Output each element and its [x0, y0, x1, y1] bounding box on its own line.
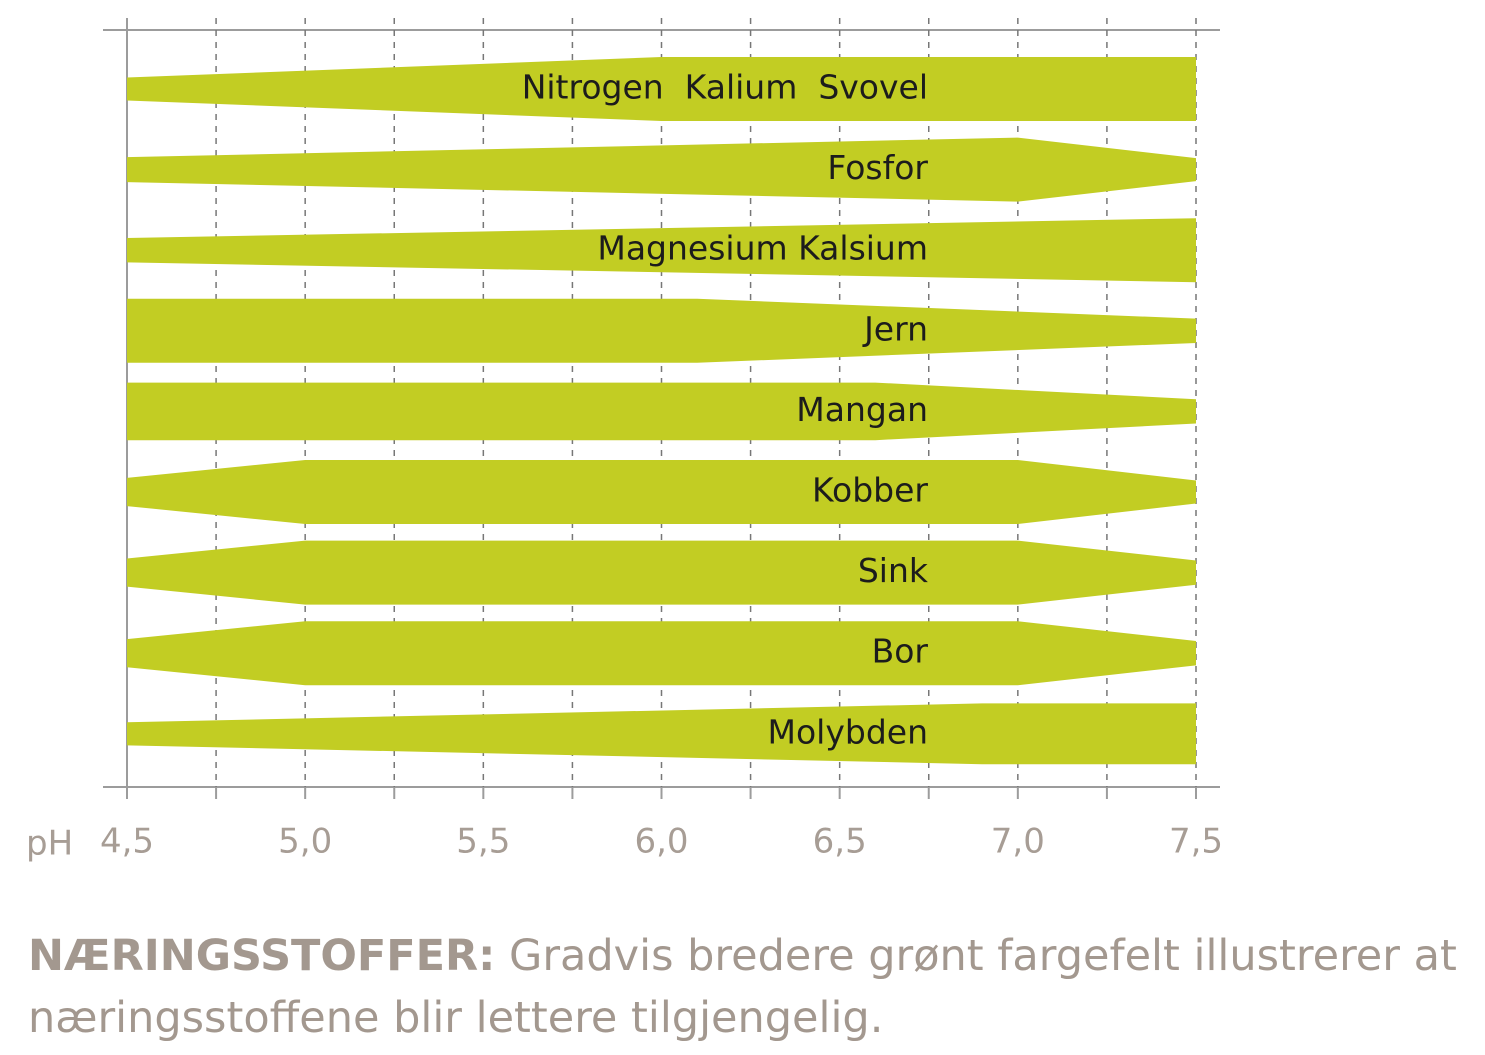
- x-tick-label: 7,0: [991, 822, 1045, 862]
- caption: NÆRINGSSTOFFER: Gradvis bredere grønt fa…: [28, 925, 1457, 1049]
- x-tick-label: 4,5: [100, 822, 154, 862]
- band-label: Jern: [862, 309, 928, 348]
- caption-line: næringsstoffene blir lettere tilgjengeli…: [28, 993, 884, 1043]
- band: [127, 460, 1196, 524]
- band-label: Molybden: [768, 712, 928, 751]
- band: [127, 137, 1196, 202]
- band-label: Mangan: [796, 390, 928, 429]
- x-tick-label: 6,0: [634, 822, 688, 862]
- caption-line: Gradvis bredere grønt fargefelt illustre…: [509, 931, 1457, 981]
- band-label: Sink: [858, 551, 929, 590]
- chart: 4,5 5,0 5,5 6,0 6,5 7,0 7,5 pH Nitrogen Kalium S…: [26, 18, 1223, 864]
- band-label: Fosfor: [827, 148, 928, 187]
- band-label: Magnesium Kalsium: [597, 229, 928, 268]
- x-tick-label: 5,0: [278, 822, 332, 862]
- x-tick-label: 5,5: [456, 822, 510, 862]
- band: [127, 703, 1196, 765]
- x-tick-label: 7,5: [1169, 822, 1223, 862]
- band: [127, 57, 1196, 121]
- x-tick-label: 6,5: [813, 822, 867, 862]
- band-label: Kobber: [812, 471, 928, 510]
- band-label: Nitrogen Kalium Svovel: [522, 68, 928, 107]
- x-axis-label: pH: [26, 824, 73, 864]
- band: [127, 298, 1196, 363]
- band: [127, 540, 1196, 605]
- caption-label: NÆRINGSSTOFFER:: [28, 931, 496, 981]
- band: [127, 218, 1196, 283]
- band: [127, 382, 1196, 441]
- band-label: Bor: [872, 632, 929, 671]
- band: [127, 621, 1196, 686]
